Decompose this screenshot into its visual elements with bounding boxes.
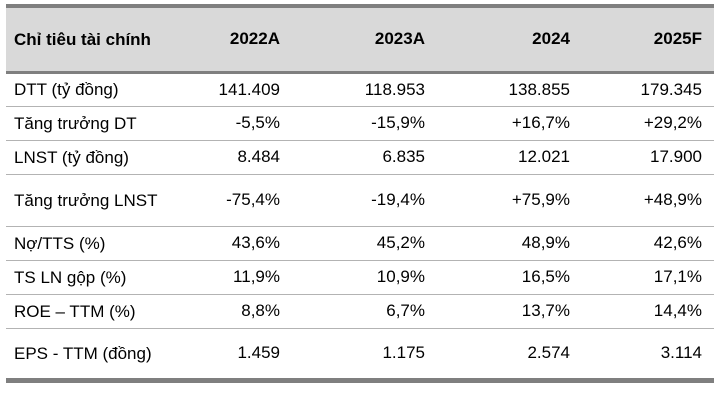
cell-value: 14,4% xyxy=(653,301,702,320)
cell-value: 8.484 xyxy=(237,147,280,166)
cell-value: 16,5% xyxy=(521,267,570,286)
table-row: Nợ/TTS (%) 43,6% 45,2% 48,9% 42,6% xyxy=(6,226,714,260)
row-label: Tăng trưởng DT xyxy=(14,113,137,133)
cell-value: 2.574 xyxy=(527,343,570,362)
table-row: Tăng trưởng LNST -75,4% -19,4% +75,9% +4… xyxy=(6,174,714,226)
cell-value: 1.175 xyxy=(382,343,425,362)
table-row: Tăng trưởng DT -5,5% -15,9% +16,7% +29,2… xyxy=(6,106,714,140)
cell-value: 12.021 xyxy=(518,147,570,166)
header-2023a: 2023A xyxy=(374,29,425,49)
row-label: ROE – TTM (%) xyxy=(14,301,136,321)
cell-value: 138.855 xyxy=(508,79,570,99)
cell-value: 179.345 xyxy=(640,79,702,99)
financial-table-container: Chỉ tiêu tài chính 2022A 2023A 2024 2025… xyxy=(6,4,714,383)
row-label: LNST (tỷ đồng) xyxy=(14,147,129,167)
cell-value: 17.900 xyxy=(650,147,702,166)
table-row: ROE – TTM (%) 8,8% 6,7% 13,7% 14,4% xyxy=(6,294,714,328)
cell-value: 42,6% xyxy=(653,233,702,252)
cell-value: -75,4% xyxy=(226,190,280,209)
row-label: Tăng trưởng LNST xyxy=(14,190,158,210)
row-label: DTT (tỷ đồng) xyxy=(14,80,119,99)
cell-value: 3.114 xyxy=(660,343,702,362)
header-2024: 2024 xyxy=(532,29,570,49)
cell-value: 6.835 xyxy=(382,147,425,166)
cell-value: -5,5% xyxy=(235,113,280,132)
table-header-row: Chỉ tiêu tài chính 2022A 2023A 2024 2025… xyxy=(6,6,714,72)
header-indicator: Chỉ tiêu tài chính xyxy=(14,29,151,49)
cell-value: +48,9% xyxy=(643,190,702,209)
cell-value: 10,9% xyxy=(376,267,425,286)
cell-value: 8,8% xyxy=(241,301,280,320)
cell-value: 48,9% xyxy=(521,233,570,252)
row-label: EPS - TTM (đồng) xyxy=(14,343,152,363)
cell-value: 141.409 xyxy=(218,79,280,99)
table-row: EPS - TTM (đồng) 1.459 1.175 2.574 3.114 xyxy=(6,328,714,380)
table-row: LNST (tỷ đồng) 8.484 6.835 12.021 17.900 xyxy=(6,140,714,174)
cell-value: 1.459 xyxy=(237,343,280,362)
cell-value: +29,2% xyxy=(643,113,702,132)
cell-value: 118.953 xyxy=(364,79,425,99)
table-row: TS LN gộp (%) 11,9% 10,9% 16,5% 17,1% xyxy=(6,260,714,294)
cell-value: +75,9% xyxy=(511,190,570,209)
row-label: TS LN gộp (%) xyxy=(14,267,127,287)
cell-value: 13,7% xyxy=(521,301,570,320)
cell-value: 11,9% xyxy=(233,267,280,286)
cell-value: -15,9% xyxy=(371,113,425,132)
cell-value: 43,6% xyxy=(231,233,280,252)
cell-value: 6,7% xyxy=(386,301,425,320)
financial-indicators-table: Chỉ tiêu tài chính 2022A 2023A 2024 2025… xyxy=(6,4,714,383)
header-2025f: 2025F xyxy=(653,29,702,49)
row-label: Nợ/TTS (%) xyxy=(14,233,106,253)
table-row: DTT (tỷ đồng) 141.409 118.953 138.855 17… xyxy=(6,72,714,106)
cell-value: +16,7% xyxy=(511,113,570,132)
cell-value: 17,1% xyxy=(653,267,702,286)
header-2022a: 2022A xyxy=(229,29,280,49)
cell-value: 45,2% xyxy=(376,233,425,252)
cell-value: -19,4% xyxy=(371,190,425,209)
